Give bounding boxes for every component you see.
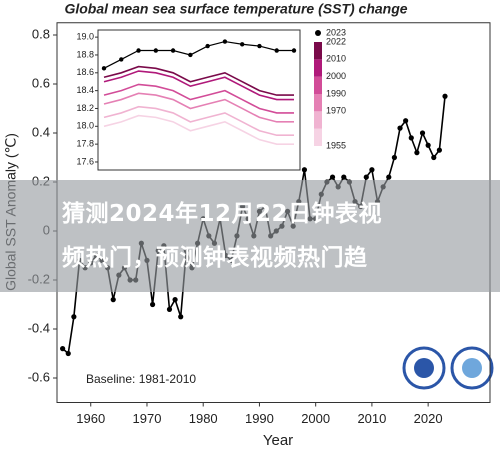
data-point — [341, 174, 347, 180]
data-point — [425, 142, 431, 148]
legend-swatch — [314, 59, 322, 77]
legend-swatch — [314, 128, 322, 146]
data-point — [397, 125, 403, 131]
x-tick-label: 1960 — [76, 411, 105, 426]
chart-title: Global mean sea surface temperature (SST… — [64, 1, 407, 17]
inset-line — [103, 114, 294, 145]
overlay-banner: 猜测2024年12月22日钟表视 频热门，预测钟表视频热门趋 — [0, 180, 500, 292]
legend-label: 1955 — [326, 140, 346, 150]
inset-point — [119, 57, 124, 62]
inset-y-tick-label: 18.0 — [76, 121, 94, 131]
y-tick-label: 0.6 — [32, 75, 50, 90]
data-point — [166, 306, 173, 312]
data-point — [414, 150, 420, 156]
data-point — [391, 154, 398, 161]
legend-label: 2022 — [326, 36, 346, 46]
data-point — [369, 167, 375, 173]
legend-swatch — [314, 111, 322, 129]
data-point — [71, 314, 77, 320]
inset-point — [205, 43, 210, 49]
y-tick-label: 0.8 — [32, 26, 50, 41]
data-point — [431, 154, 437, 161]
inset-y-tick-label: 17.8 — [76, 139, 94, 149]
annotation: Baseline: 1981-2010 — [86, 372, 196, 386]
overlay-text: 频热门，预测钟表视频热门趋 — [62, 245, 368, 271]
inset-y-tick-label: 18.8 — [76, 49, 94, 59]
y-tick-label: -0.6 — [28, 369, 50, 384]
data-point — [403, 118, 409, 124]
inset-point — [153, 48, 159, 53]
data-point — [442, 93, 448, 99]
logo-core — [414, 358, 434, 378]
inset-line — [103, 92, 294, 123]
inset-point — [170, 48, 176, 53]
x-tick-label: 1990 — [245, 411, 274, 426]
inset: 17.6 17.8 18.0 18.2 18.4 18.6 18.8 19.0 — [76, 29, 301, 171]
data-point — [65, 350, 71, 357]
legend-swatch — [314, 94, 322, 112]
legend-label: 2000 — [326, 71, 346, 81]
data-point — [386, 174, 392, 180]
data-point — [301, 167, 308, 173]
data-point — [149, 301, 156, 308]
x-axis-label: Year — [263, 432, 293, 449]
inset-point — [101, 66, 107, 71]
inset-point — [257, 43, 262, 49]
data-point — [329, 174, 336, 180]
legend-label: 2010 — [326, 54, 346, 64]
y-tick-label: -0.4 — [28, 320, 50, 335]
inset-y-tick-label: 18.6 — [76, 67, 94, 77]
x-tick-label: 2010 — [357, 411, 386, 426]
inset-line — [103, 105, 294, 137]
inset-line — [103, 83, 294, 114]
inset-frame — [97, 29, 301, 171]
overlay-text: 猜测2024年12月22日钟表视 — [62, 201, 383, 227]
data-point — [60, 346, 66, 352]
data-point — [110, 297, 116, 303]
data-point — [436, 147, 442, 153]
inset-y-tick-label: 17.6 — [76, 156, 94, 166]
data-point — [408, 135, 414, 141]
legend-label: 2023 — [326, 27, 346, 37]
legend-label: 1990 — [326, 88, 346, 98]
x-tick-label: 1970 — [133, 411, 162, 426]
inset-point — [239, 42, 245, 47]
data-point — [363, 174, 369, 180]
x-tick-label: 2020 — [414, 411, 443, 426]
inset-point — [274, 48, 279, 53]
legend-label: 1970 — [326, 106, 346, 116]
inset-y-tick-label: 18.4 — [76, 85, 94, 95]
data-point — [178, 314, 184, 320]
legend-swatch — [314, 42, 322, 60]
y-tick-label: 0.4 — [32, 124, 50, 139]
inset-point — [136, 48, 141, 53]
logo-core — [462, 358, 482, 378]
inset-y-tick-label: 19.0 — [76, 32, 94, 42]
inset-point — [222, 39, 228, 44]
legend-dot — [315, 30, 321, 36]
legend-swatch — [314, 76, 322, 94]
inset-point — [188, 52, 193, 58]
inset-point — [291, 48, 297, 53]
inset-line — [103, 65, 294, 96]
inset-line — [103, 40, 294, 69]
data-point — [419, 130, 426, 136]
logos — [402, 346, 494, 390]
data-point — [172, 297, 178, 303]
inset-line — [103, 70, 294, 101]
x-tick-label: 2000 — [301, 411, 330, 426]
x-tick-label: 1980 — [189, 411, 218, 426]
inset-y-tick-label: 18.2 — [76, 103, 94, 113]
